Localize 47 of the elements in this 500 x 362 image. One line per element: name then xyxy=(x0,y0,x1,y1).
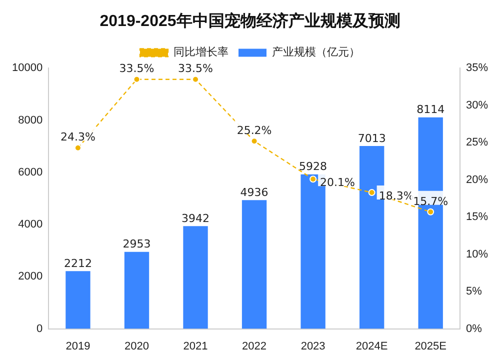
point xyxy=(133,76,140,83)
x-tick-label: 2024E xyxy=(356,340,388,352)
y2-tick-label: 5% xyxy=(466,286,482,298)
data-label: 7013 xyxy=(358,132,386,145)
data-label: 5928 xyxy=(299,160,328,174)
legend-label: 同比增长率 xyxy=(174,46,228,59)
legend-label: 产业规模（亿元） xyxy=(272,46,360,59)
point xyxy=(427,208,434,216)
y2-tick-label: 10% xyxy=(466,248,488,260)
data-label: 15.7% xyxy=(413,194,448,208)
chart-title: 2019-2025年中国宠物经济产业规模及预测 xyxy=(100,12,400,30)
data-label: 24.3% xyxy=(60,130,96,144)
data-label: 2212 xyxy=(64,257,92,270)
y2-tick-label: 0% xyxy=(466,322,482,335)
bar xyxy=(183,226,208,329)
x-tick-label: 2022 xyxy=(242,340,267,352)
data-label: 25.2% xyxy=(236,124,272,138)
x-tick-label: 2025E xyxy=(414,340,447,352)
data-label: 4936 xyxy=(240,186,268,200)
x-tick-label: 2020 xyxy=(124,340,149,352)
x-tick-label: 2019 xyxy=(66,340,90,352)
data-label: 20.1% xyxy=(320,176,356,189)
y-tick-label: 10000 xyxy=(12,62,43,74)
point xyxy=(368,189,376,196)
y2-tick-label: 30% xyxy=(466,99,488,112)
point xyxy=(310,176,317,183)
bar xyxy=(124,252,150,329)
point xyxy=(250,138,258,145)
bar xyxy=(242,200,267,329)
y-tick-label: 2000 xyxy=(18,270,43,283)
y2-tick-label: 15% xyxy=(466,211,488,224)
data-label: 33.5% xyxy=(178,62,213,76)
bar xyxy=(66,271,90,329)
y-tick-label: 8000 xyxy=(18,114,43,126)
data-label: 33.5% xyxy=(119,62,154,76)
x-tick-label: 2021 xyxy=(183,340,208,352)
x-tick-label: 2023 xyxy=(300,340,326,352)
y-tick-label: 4000 xyxy=(18,218,43,231)
y-tick-label: 0 xyxy=(36,322,43,335)
data-label: 3942 xyxy=(182,212,210,225)
data-label: 18.3% xyxy=(378,189,414,202)
y2-tick-label: 20% xyxy=(466,174,488,186)
y2-tick-label: 35% xyxy=(466,62,488,74)
y2-tick-label: 25% xyxy=(466,136,488,149)
y-tick-label: 6000 xyxy=(18,166,43,178)
data-label: 2953 xyxy=(122,238,151,251)
data-label: 8114 xyxy=(416,103,445,116)
